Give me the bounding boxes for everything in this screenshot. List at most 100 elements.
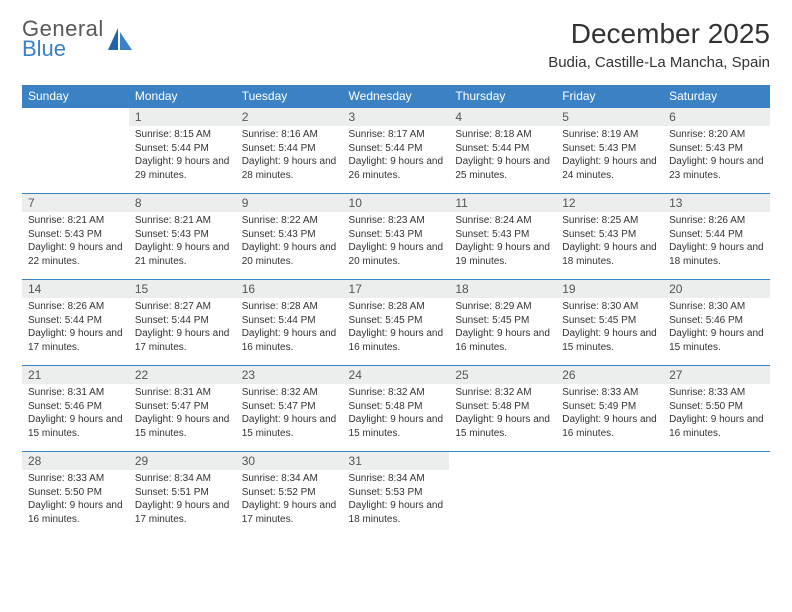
daylight-text: Daylight: 9 hours and 15 minutes. [242, 413, 337, 440]
calendar-cell: 19Sunrise: 8:30 AMSunset: 5:45 PMDayligh… [556, 280, 663, 366]
sunset-text: Sunset: 5:48 PM [349, 400, 444, 414]
sunset-text: Sunset: 5:53 PM [349, 486, 444, 500]
weekday-header: Friday [556, 85, 663, 108]
calendar-cell: 14Sunrise: 8:26 AMSunset: 5:44 PMDayligh… [22, 280, 129, 366]
header: General Blue December 2025 Budia, Castil… [22, 18, 770, 71]
day-details: Sunrise: 8:33 AMSunset: 5:50 PMDaylight:… [22, 470, 129, 530]
calendar-table: Sunday Monday Tuesday Wednesday Thursday… [22, 85, 770, 538]
day-details: Sunrise: 8:32 AMSunset: 5:48 PMDaylight:… [343, 384, 450, 444]
day-number: 8 [129, 194, 236, 212]
sunset-text: Sunset: 5:46 PM [669, 314, 764, 328]
calendar-row: 28Sunrise: 8:33 AMSunset: 5:50 PMDayligh… [22, 452, 770, 538]
daylight-text: Daylight: 9 hours and 15 minutes. [455, 413, 550, 440]
calendar-cell: 16Sunrise: 8:28 AMSunset: 5:44 PMDayligh… [236, 280, 343, 366]
logo-word-2: Blue [22, 38, 104, 60]
calendar-cell: 21Sunrise: 8:31 AMSunset: 5:46 PMDayligh… [22, 366, 129, 452]
title-block: December 2025 Budia, Castille-La Mancha,… [548, 18, 770, 71]
location: Budia, Castille-La Mancha, Spain [548, 54, 770, 71]
sunset-text: Sunset: 5:43 PM [562, 142, 657, 156]
day-details: Sunrise: 8:31 AMSunset: 5:46 PMDaylight:… [22, 384, 129, 444]
sunrise-text: Sunrise: 8:17 AM [349, 128, 444, 142]
calendar-cell: 30Sunrise: 8:34 AMSunset: 5:52 PMDayligh… [236, 452, 343, 538]
day-details: Sunrise: 8:22 AMSunset: 5:43 PMDaylight:… [236, 212, 343, 272]
logo-sails-icon [106, 26, 136, 52]
day-number: 7 [22, 194, 129, 212]
sunrise-text: Sunrise: 8:32 AM [349, 386, 444, 400]
sunset-text: Sunset: 5:43 PM [349, 228, 444, 242]
calendar-cell: 23Sunrise: 8:32 AMSunset: 5:47 PMDayligh… [236, 366, 343, 452]
sunset-text: Sunset: 5:44 PM [135, 142, 230, 156]
sunrise-text: Sunrise: 8:22 AM [242, 214, 337, 228]
sunrise-text: Sunrise: 8:30 AM [562, 300, 657, 314]
sunset-text: Sunset: 5:51 PM [135, 486, 230, 500]
day-number: 14 [22, 280, 129, 298]
sunrise-text: Sunrise: 8:29 AM [455, 300, 550, 314]
day-details: Sunrise: 8:20 AMSunset: 5:43 PMDaylight:… [663, 126, 770, 186]
daylight-text: Daylight: 9 hours and 23 minutes. [669, 155, 764, 182]
sunset-text: Sunset: 5:47 PM [242, 400, 337, 414]
sunrise-text: Sunrise: 8:33 AM [669, 386, 764, 400]
sunrise-text: Sunrise: 8:30 AM [669, 300, 764, 314]
sunset-text: Sunset: 5:43 PM [28, 228, 123, 242]
day-details: Sunrise: 8:32 AMSunset: 5:48 PMDaylight:… [449, 384, 556, 444]
daylight-text: Daylight: 9 hours and 18 minutes. [562, 241, 657, 268]
day-number: 28 [22, 452, 129, 470]
sunset-text: Sunset: 5:50 PM [669, 400, 764, 414]
sunrise-text: Sunrise: 8:23 AM [349, 214, 444, 228]
daylight-text: Daylight: 9 hours and 20 minutes. [349, 241, 444, 268]
sunset-text: Sunset: 5:47 PM [135, 400, 230, 414]
weekday-header: Sunday [22, 85, 129, 108]
calendar-cell: 27Sunrise: 8:33 AMSunset: 5:50 PMDayligh… [663, 366, 770, 452]
calendar-cell: 13Sunrise: 8:26 AMSunset: 5:44 PMDayligh… [663, 194, 770, 280]
daylight-text: Daylight: 9 hours and 16 minutes. [242, 327, 337, 354]
daylight-text: Daylight: 9 hours and 25 minutes. [455, 155, 550, 182]
day-number: 10 [343, 194, 450, 212]
sunset-text: Sunset: 5:43 PM [669, 142, 764, 156]
calendar-cell: 3Sunrise: 8:17 AMSunset: 5:44 PMDaylight… [343, 108, 450, 194]
sunset-text: Sunset: 5:44 PM [135, 314, 230, 328]
sunrise-text: Sunrise: 8:32 AM [455, 386, 550, 400]
sunset-text: Sunset: 5:44 PM [349, 142, 444, 156]
calendar-cell: 28Sunrise: 8:33 AMSunset: 5:50 PMDayligh… [22, 452, 129, 538]
day-details: Sunrise: 8:33 AMSunset: 5:50 PMDaylight:… [663, 384, 770, 444]
day-details: Sunrise: 8:21 AMSunset: 5:43 PMDaylight:… [129, 212, 236, 272]
sunrise-text: Sunrise: 8:33 AM [28, 472, 123, 486]
weekday-header: Tuesday [236, 85, 343, 108]
calendar-cell: 2Sunrise: 8:16 AMSunset: 5:44 PMDaylight… [236, 108, 343, 194]
sunrise-text: Sunrise: 8:28 AM [242, 300, 337, 314]
calendar-cell: 10 Sunrise: 8:23 AMSunset: 5:43 PMDayligh… [343, 194, 450, 280]
day-details: Sunrise: 8:16 AMSunset: 5:44 PMDaylight:… [236, 126, 343, 186]
daylight-text: Daylight: 9 hours and 18 minutes. [669, 241, 764, 268]
day-number: 9 [236, 194, 343, 212]
sunset-text: Sunset: 5:46 PM [28, 400, 123, 414]
day-number: 19 [556, 280, 663, 298]
calendar-cell: 22Sunrise: 8:31 AMSunset: 5:47 PMDayligh… [129, 366, 236, 452]
sunset-text: Sunset: 5:44 PM [242, 142, 337, 156]
daylight-text: Daylight: 9 hours and 15 minutes. [135, 413, 230, 440]
sunrise-text: Sunrise: 8:26 AM [28, 300, 123, 314]
day-number [663, 452, 770, 470]
sunset-text: Sunset: 5:49 PM [562, 400, 657, 414]
sunset-text: Sunset: 5:43 PM [562, 228, 657, 242]
daylight-text: Daylight: 9 hours and 26 minutes. [349, 155, 444, 182]
calendar-cell: 24Sunrise: 8:32 AMSunset: 5:48 PMDayligh… [343, 366, 450, 452]
calendar-cell [663, 452, 770, 538]
calendar-cell [22, 108, 129, 194]
daylight-text: Daylight: 9 hours and 20 minutes. [242, 241, 337, 268]
sunset-text: Sunset: 5:48 PM [455, 400, 550, 414]
daylight-text: Daylight: 9 hours and 19 minutes. [455, 241, 550, 268]
sunrise-text: Sunrise: 8:20 AM [669, 128, 764, 142]
sunrise-text: Sunrise: 8:33 AM [562, 386, 657, 400]
calendar-cell: 7Sunrise: 8:21 AMSunset: 5:43 PMDaylight… [22, 194, 129, 280]
weekday-header: Wednesday [343, 85, 450, 108]
sunrise-text: Sunrise: 8:19 AM [562, 128, 657, 142]
calendar-cell [449, 452, 556, 538]
day-number: 18 [449, 280, 556, 298]
calendar-row: 7Sunrise: 8:21 AMSunset: 5:43 PMDaylight… [22, 194, 770, 280]
day-number: 12 [556, 194, 663, 212]
day-number: 29 [129, 452, 236, 470]
daylight-text: Daylight: 9 hours and 29 minutes. [135, 155, 230, 182]
day-details [449, 470, 556, 476]
sunrise-text: Sunrise: 8:34 AM [242, 472, 337, 486]
day-details: Sunrise: 8:17 AMSunset: 5:44 PMDaylight:… [343, 126, 450, 186]
